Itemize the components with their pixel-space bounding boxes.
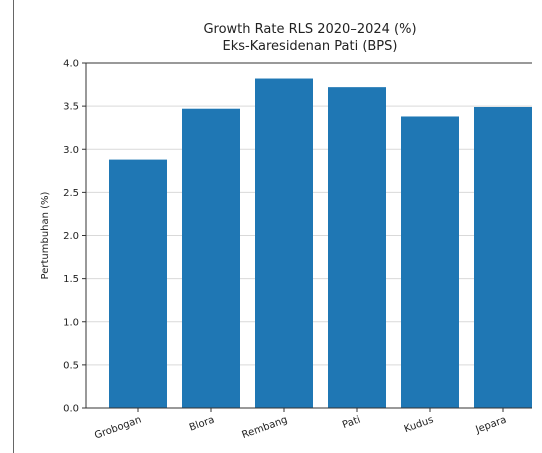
y-axis-label: Pertumbuhan (%): [40, 191, 51, 279]
x-ticks: Grobogan Blora Rembang Pati Kudus Jepara: [93, 408, 508, 442]
x-tick-label: Grobogan: [93, 414, 143, 441]
y-tick-label: 2.0: [63, 231, 79, 242]
x-tick-label: Pati: [341, 414, 362, 431]
y-tick-label: 0.0: [63, 404, 79, 415]
y-tick-label: 0.5: [63, 360, 79, 371]
left-divider: [13, 0, 14, 453]
x-tick-label: Kudus: [403, 414, 435, 435]
chart-subtitle: Eks-Karesidenan Pati (BPS): [223, 39, 398, 54]
y-tick-label: 2.5: [63, 188, 79, 199]
y-tick-label: 4.0: [63, 59, 79, 70]
bar-rembang: [255, 78, 313, 409]
bar-jepara: [474, 106, 532, 409]
chart-title: Growth Rate RLS 2020–2024 (%): [203, 22, 416, 37]
bar-kudus: [401, 116, 459, 408]
y-ticks: 0.0 0.5 1.0 1.5 2.0 2.5 3.0 3.5 4.0: [63, 59, 86, 415]
y-tick-label: 3.0: [63, 145, 79, 156]
y-tick-label: 1.0: [63, 317, 79, 328]
y-tick-label: 1.5: [63, 274, 79, 285]
bar-blora: [182, 108, 240, 409]
x-tick-label: Blora: [188, 414, 216, 433]
y-tick-label: 3.5: [63, 102, 79, 113]
x-tick-label: Jepara: [473, 414, 508, 436]
x-tick-label: Rembang: [241, 414, 289, 441]
bar-grobogan: [109, 159, 167, 408]
bars: [109, 78, 532, 409]
bar-pati: [328, 87, 386, 409]
